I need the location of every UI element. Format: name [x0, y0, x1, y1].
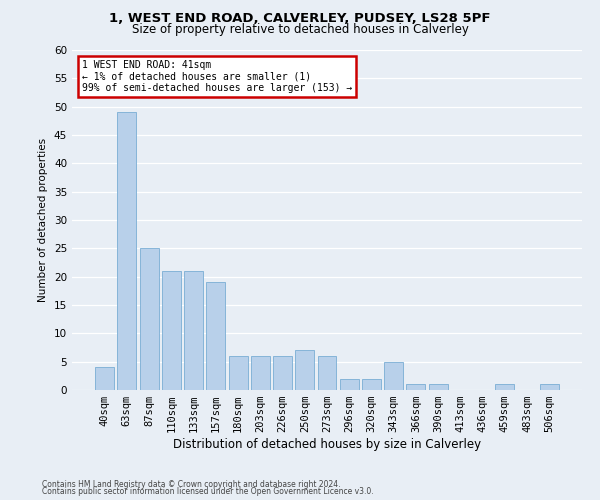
- Text: 1, WEST END ROAD, CALVERLEY, PUDSEY, LS28 5PF: 1, WEST END ROAD, CALVERLEY, PUDSEY, LS2…: [109, 12, 491, 26]
- Bar: [340, 378, 359, 390]
- Bar: [118, 112, 136, 390]
- Bar: [384, 362, 403, 390]
- Bar: [140, 248, 158, 390]
- Bar: [540, 384, 559, 390]
- X-axis label: Distribution of detached houses by size in Calverley: Distribution of detached houses by size …: [173, 438, 481, 451]
- Bar: [229, 356, 248, 390]
- Text: Size of property relative to detached houses in Calverley: Size of property relative to detached ho…: [131, 22, 469, 36]
- Bar: [206, 282, 225, 390]
- Text: Contains HM Land Registry data © Crown copyright and database right 2024.: Contains HM Land Registry data © Crown c…: [42, 480, 341, 489]
- Bar: [162, 271, 181, 390]
- Text: Contains public sector information licensed under the Open Government Licence v3: Contains public sector information licen…: [42, 488, 374, 496]
- Text: 1 WEST END ROAD: 41sqm
← 1% of detached houses are smaller (1)
99% of semi-detac: 1 WEST END ROAD: 41sqm ← 1% of detached …: [82, 60, 352, 94]
- Bar: [362, 378, 381, 390]
- Bar: [317, 356, 337, 390]
- Bar: [184, 271, 203, 390]
- Bar: [251, 356, 270, 390]
- Bar: [273, 356, 292, 390]
- Y-axis label: Number of detached properties: Number of detached properties: [38, 138, 49, 302]
- Bar: [295, 350, 314, 390]
- Bar: [496, 384, 514, 390]
- Bar: [95, 368, 114, 390]
- Bar: [406, 384, 425, 390]
- Bar: [429, 384, 448, 390]
